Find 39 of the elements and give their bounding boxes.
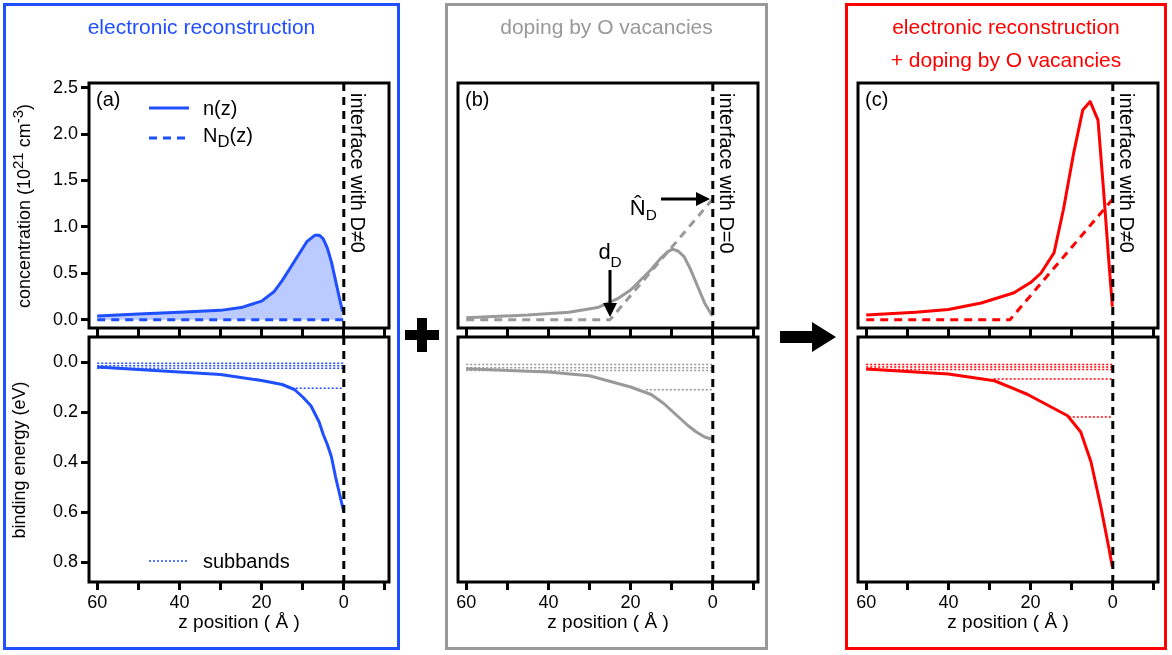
legend-label: subbands xyxy=(203,549,290,573)
x-tick-label: 60 xyxy=(856,591,877,612)
y-tick-label: 1.5 xyxy=(52,169,78,190)
y-axis-title: binding energy (eV) xyxy=(8,379,30,541)
y-tick-label: 0.8 xyxy=(52,550,78,571)
x-tick-label: 60 xyxy=(456,591,477,612)
y-tick-label: 2.0 xyxy=(52,123,78,144)
ref-line-label: interface with D=0 xyxy=(715,93,738,254)
y-tick-label: 2.5 xyxy=(52,76,78,97)
chart-title: electronic reconstruction xyxy=(86,14,317,40)
x-tick-label: 0 xyxy=(707,591,718,612)
annotation: (c) xyxy=(865,87,889,110)
x-tick-label: 0 xyxy=(338,591,349,612)
chart-title: doping by O vacancies xyxy=(499,14,714,40)
y-tick-label: 0.2 xyxy=(52,400,78,421)
legend-label: n(z) xyxy=(203,96,238,120)
x-tick-label: 20 xyxy=(1020,591,1041,612)
annotation: (b) xyxy=(465,87,490,110)
y-tick-label: 0.0 xyxy=(52,308,78,329)
y-tick-label: 0.6 xyxy=(52,500,78,521)
y-tick-label: 1.0 xyxy=(52,215,78,236)
y-tick-label: 0.0 xyxy=(52,350,78,371)
legend-label: N$_{D}$(z) xyxy=(203,124,253,152)
y-tick-label: 0.5 xyxy=(52,262,78,283)
x-axis-title: z position ( Å ) xyxy=(546,611,670,633)
chart-title: electronic reconstruction + doping by O vacancies xyxy=(889,14,1123,73)
x-tick-label: 40 xyxy=(169,591,190,612)
x-tick-label: 40 xyxy=(538,591,559,612)
x-tick-label: 20 xyxy=(620,591,641,612)
x-axis-title: z position ( Å ) xyxy=(177,611,301,633)
x-tick-label: 20 xyxy=(251,591,272,612)
x-tick-label: 0 xyxy=(1107,591,1118,612)
ref-line-label: interface with D≠0 xyxy=(1115,93,1138,253)
y-tick-label: 0.4 xyxy=(52,450,78,471)
x-tick-label: 40 xyxy=(938,591,959,612)
x-tick-label: 60 xyxy=(87,591,108,612)
x-axis-title: z position ( Å ) xyxy=(946,611,1070,633)
annotation: (a) xyxy=(96,87,121,110)
ref-line-label: interface with D≠0 xyxy=(346,93,369,253)
